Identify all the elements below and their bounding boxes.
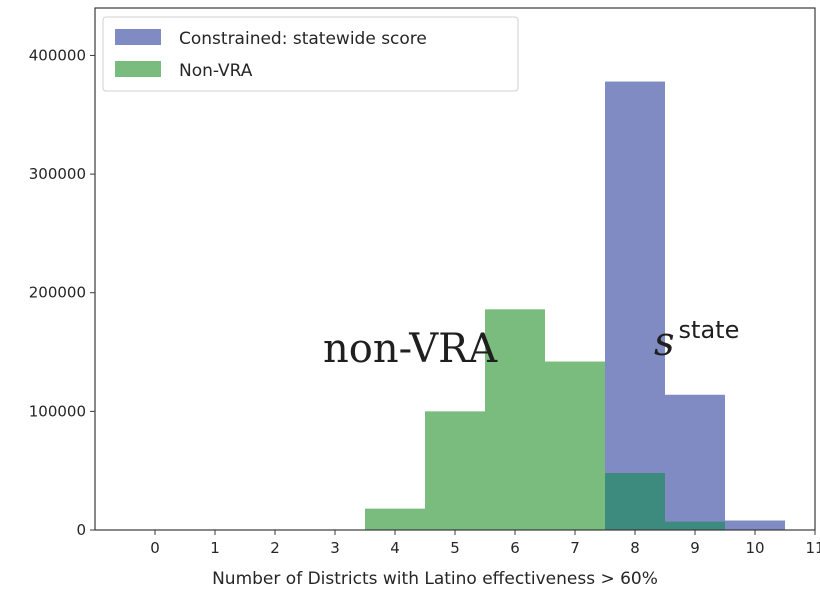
bar-constrained-1 — [665, 394, 725, 530]
bar-constrained-0 — [605, 81, 665, 531]
legend-swatch-constrained — [115, 29, 161, 45]
x-tick-label: 1 — [210, 539, 220, 557]
legend-label-constrained: Constrained: statewide score — [179, 29, 427, 49]
legend-swatch-non-vra — [115, 61, 161, 77]
annotation-s-superscript: state — [679, 316, 740, 344]
x-tick-label: 11 — [805, 539, 820, 557]
y-tick-label: 0 — [76, 521, 86, 539]
legend: Constrained: statewide score Non-VRA — [102, 16, 519, 92]
x-tick-label: 6 — [510, 539, 520, 557]
x-tick-label: 4 — [390, 539, 400, 557]
bar-constrained-2 — [725, 520, 785, 530]
bar-non-vra-3 — [545, 361, 605, 530]
ticks-layer: 0 1 2 3 4 5 6 7 8 9 10 11 0 100000 200000 300000 400000 — [29, 46, 820, 557]
annotation-s-base: s — [654, 319, 675, 365]
annotation-s-state: s state — [654, 316, 739, 365]
x-axis-label: Number of Districts with Latino effectiv… — [212, 569, 658, 589]
y-tick-label: 200000 — [29, 284, 86, 302]
x-tick-label: 8 — [630, 539, 640, 557]
x-tick-label: 0 — [150, 539, 160, 557]
legend-label-non-vra: Non-VRA — [179, 61, 253, 81]
annotation-non-vra: non-VRA — [323, 326, 498, 372]
y-tick-label: 100000 — [29, 402, 86, 420]
bars-layer — [365, 81, 785, 531]
plot-frame — [94, 7, 816, 531]
x-tick-label: 7 — [570, 539, 580, 557]
bar-non-vra-5 — [665, 521, 725, 530]
y-tick-label: 400000 — [29, 46, 86, 64]
bar-non-vra-0 — [365, 508, 425, 530]
x-tick-label: 9 — [690, 539, 700, 557]
bar-non-vra-4 — [605, 473, 665, 530]
bar-non-vra-1 — [425, 411, 485, 530]
x-tick-label: 5 — [450, 539, 460, 557]
x-tick-label: 3 — [330, 539, 340, 557]
x-tick-label: 2 — [270, 539, 280, 557]
bar-non-vra-2 — [485, 309, 545, 530]
legend-box — [102, 16, 519, 92]
y-tick-label: 300000 — [29, 165, 86, 183]
x-tick-label: 10 — [745, 539, 764, 557]
